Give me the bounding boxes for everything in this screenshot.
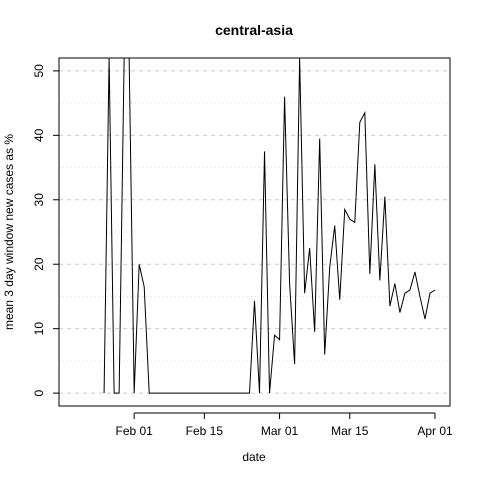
x-tick-label: Feb 15: [186, 424, 224, 438]
y-axis-label: mean 3 day window new cases as %: [2, 134, 16, 330]
x-tick-label: Apr 01: [417, 424, 453, 438]
plot-area: [103, 58, 436, 394]
series-line: [103, 58, 436, 394]
y-tick-label: 40: [32, 128, 46, 142]
y-tick-label: 30: [32, 193, 46, 207]
y-axis: 0 10 20 30 40 50: [32, 64, 60, 396]
y-tick-label: 20: [32, 257, 46, 271]
x-axis: Feb 01 Feb 15 Mar 01 Mar 15 Apr 01: [115, 412, 453, 438]
x-tick-label: Mar 15: [331, 424, 369, 438]
y-tick-label: 0: [32, 389, 46, 396]
grid: [59, 70, 450, 394]
y-tick-label: 10: [32, 322, 46, 336]
chart-title: central-asia: [215, 22, 293, 38]
x-tick-label: Feb 01: [115, 424, 153, 438]
y-tick-label: 50: [32, 64, 46, 78]
x-tick-label: Mar 01: [261, 424, 299, 438]
x-axis-label: date: [242, 450, 266, 464]
